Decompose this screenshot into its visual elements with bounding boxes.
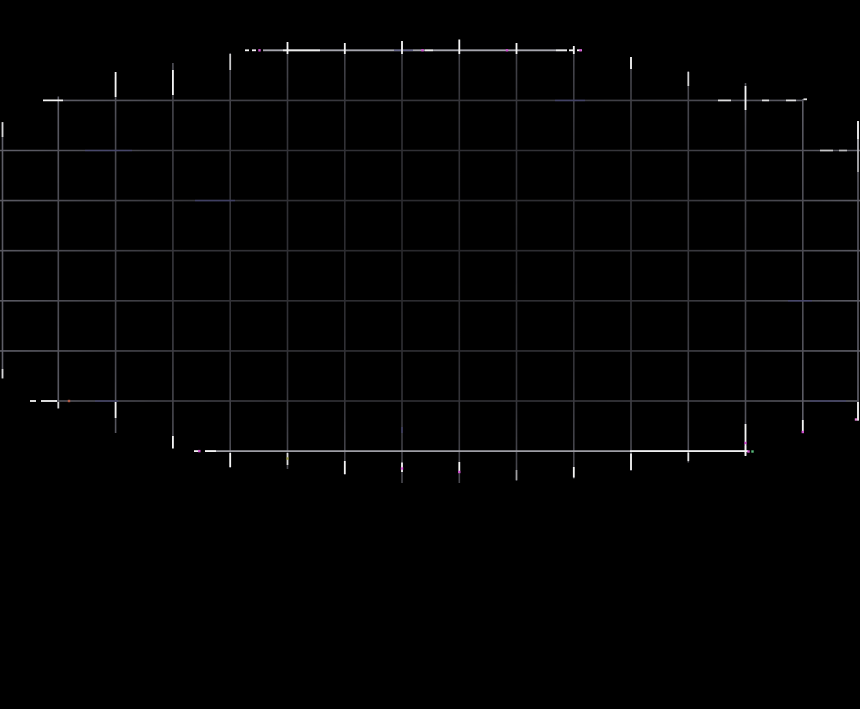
chroma-speck-2 <box>505 49 509 52</box>
chroma-speck-1 <box>421 49 424 52</box>
grid-bright-layer <box>1 39 859 480</box>
chroma-speck-9 <box>744 441 747 445</box>
chroma-speck-10 <box>801 430 804 434</box>
chroma-speck-6 <box>751 450 754 453</box>
chroma-speck-0 <box>258 49 261 52</box>
chroma-speck-12 <box>67 399 71 403</box>
chroma-speck-13 <box>286 457 289 460</box>
chroma-speck-8 <box>458 470 461 474</box>
chroma-speck-5 <box>747 450 750 453</box>
chroma-speck-3 <box>579 49 582 52</box>
chroma-speck-4 <box>198 449 201 453</box>
chroma-speck-7 <box>400 467 404 470</box>
chroma-speck-11 <box>854 418 858 421</box>
